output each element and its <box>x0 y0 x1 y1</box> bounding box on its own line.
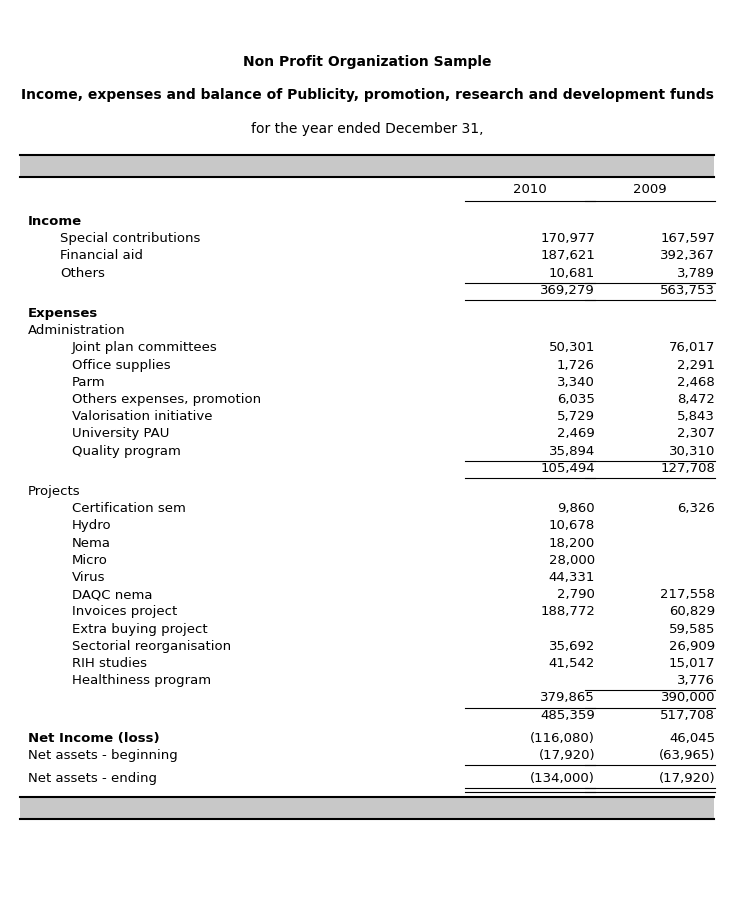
Text: 1,726: 1,726 <box>557 358 595 372</box>
Text: 59,585: 59,585 <box>669 623 715 636</box>
Text: Expenses: Expenses <box>28 307 98 320</box>
Text: 26,909: 26,909 <box>669 639 715 653</box>
Text: 2,291: 2,291 <box>677 358 715 372</box>
Text: Net assets - ending: Net assets - ending <box>28 772 157 785</box>
Text: 18,200: 18,200 <box>549 537 595 550</box>
Text: 35,894: 35,894 <box>549 444 595 458</box>
Text: 6,326: 6,326 <box>677 502 715 515</box>
Text: Nema: Nema <box>72 537 111 550</box>
Text: 379,865: 379,865 <box>540 692 595 704</box>
Text: 3,789: 3,789 <box>677 267 715 279</box>
Text: Hydro: Hydro <box>72 519 112 532</box>
Text: 217,558: 217,558 <box>660 588 715 601</box>
Text: 2009: 2009 <box>633 183 666 196</box>
Text: 2,790: 2,790 <box>557 588 595 601</box>
Text: 46,045: 46,045 <box>669 732 715 745</box>
Text: 170,977: 170,977 <box>540 232 595 245</box>
Text: 390,000: 390,000 <box>661 692 715 704</box>
Text: 5,843: 5,843 <box>677 410 715 423</box>
Text: 392,367: 392,367 <box>660 249 715 262</box>
Text: 44,331: 44,331 <box>548 571 595 584</box>
Text: 167,597: 167,597 <box>660 232 715 245</box>
Text: 6,035: 6,035 <box>557 393 595 406</box>
Text: Joint plan committees: Joint plan committees <box>72 342 218 354</box>
Text: 127,708: 127,708 <box>660 462 715 474</box>
Text: 30,310: 30,310 <box>669 444 715 458</box>
Text: (17,920): (17,920) <box>658 772 715 785</box>
Text: Parm: Parm <box>72 376 106 388</box>
Text: 76,017: 76,017 <box>669 342 715 354</box>
Text: 5,729: 5,729 <box>557 410 595 423</box>
Text: Certification sem: Certification sem <box>72 502 186 515</box>
Text: Sectorial reorganisation: Sectorial reorganisation <box>72 639 231 653</box>
Text: 2,307: 2,307 <box>677 428 715 441</box>
Text: Administration: Administration <box>28 324 126 337</box>
Text: Special contributions: Special contributions <box>60 232 200 245</box>
Text: Extra buying project: Extra buying project <box>72 623 208 636</box>
Text: (17,920): (17,920) <box>538 749 595 762</box>
Text: Quality program: Quality program <box>72 444 181 458</box>
Text: Office supplies: Office supplies <box>72 358 170 372</box>
Text: DAQC nema: DAQC nema <box>72 588 153 601</box>
Bar <box>20 798 714 820</box>
Text: 28,000: 28,000 <box>549 554 595 567</box>
Text: for the year ended December 31,: for the year ended December 31, <box>251 122 483 136</box>
Text: Micro: Micro <box>72 554 108 567</box>
Text: Virus: Virus <box>72 571 106 584</box>
Text: 2010: 2010 <box>513 183 547 196</box>
Text: Others expenses, promotion: Others expenses, promotion <box>72 393 261 406</box>
Text: 3,340: 3,340 <box>557 376 595 388</box>
Text: 9,860: 9,860 <box>557 502 595 515</box>
Text: 10,678: 10,678 <box>549 519 595 532</box>
Text: 2,469: 2,469 <box>557 428 595 441</box>
Text: Valorisation initiative: Valorisation initiative <box>72 410 213 423</box>
Text: 60,829: 60,829 <box>669 605 715 618</box>
Text: 8,472: 8,472 <box>677 393 715 406</box>
Text: Healthiness program: Healthiness program <box>72 674 211 687</box>
Text: 50,301: 50,301 <box>548 342 595 354</box>
Text: University PAU: University PAU <box>72 428 170 441</box>
Text: 35,692: 35,692 <box>548 639 595 653</box>
Text: 105,494: 105,494 <box>540 462 595 474</box>
Text: RIH studies: RIH studies <box>72 657 147 670</box>
Text: Income, expenses and balance of Publicity, promotion, research and development f: Income, expenses and balance of Publicit… <box>21 88 713 102</box>
Text: Net Income (loss): Net Income (loss) <box>28 732 159 745</box>
Text: 485,359: 485,359 <box>540 709 595 722</box>
Text: 41,542: 41,542 <box>548 657 595 670</box>
Text: 2,468: 2,468 <box>677 376 715 388</box>
Text: 187,621: 187,621 <box>540 249 595 262</box>
Text: Others: Others <box>60 267 105 279</box>
Text: Invoices project: Invoices project <box>72 605 177 618</box>
Text: 3,776: 3,776 <box>677 674 715 687</box>
Text: 369,279: 369,279 <box>540 284 595 297</box>
Text: Non Profit Organization Sample: Non Profit Organization Sample <box>243 55 491 69</box>
Bar <box>20 155 714 177</box>
Text: Net assets - beginning: Net assets - beginning <box>28 749 178 762</box>
Text: 563,753: 563,753 <box>660 284 715 297</box>
Text: (63,965): (63,965) <box>658 749 715 762</box>
Text: (116,080): (116,080) <box>530 732 595 745</box>
Text: 15,017: 15,017 <box>669 657 715 670</box>
Text: Income: Income <box>28 215 82 228</box>
Text: Financial aid: Financial aid <box>60 249 143 262</box>
Text: 10,681: 10,681 <box>549 267 595 279</box>
Text: 517,708: 517,708 <box>660 709 715 722</box>
Text: 188,772: 188,772 <box>540 605 595 618</box>
Text: (134,000): (134,000) <box>530 772 595 785</box>
Text: Projects: Projects <box>28 485 81 498</box>
